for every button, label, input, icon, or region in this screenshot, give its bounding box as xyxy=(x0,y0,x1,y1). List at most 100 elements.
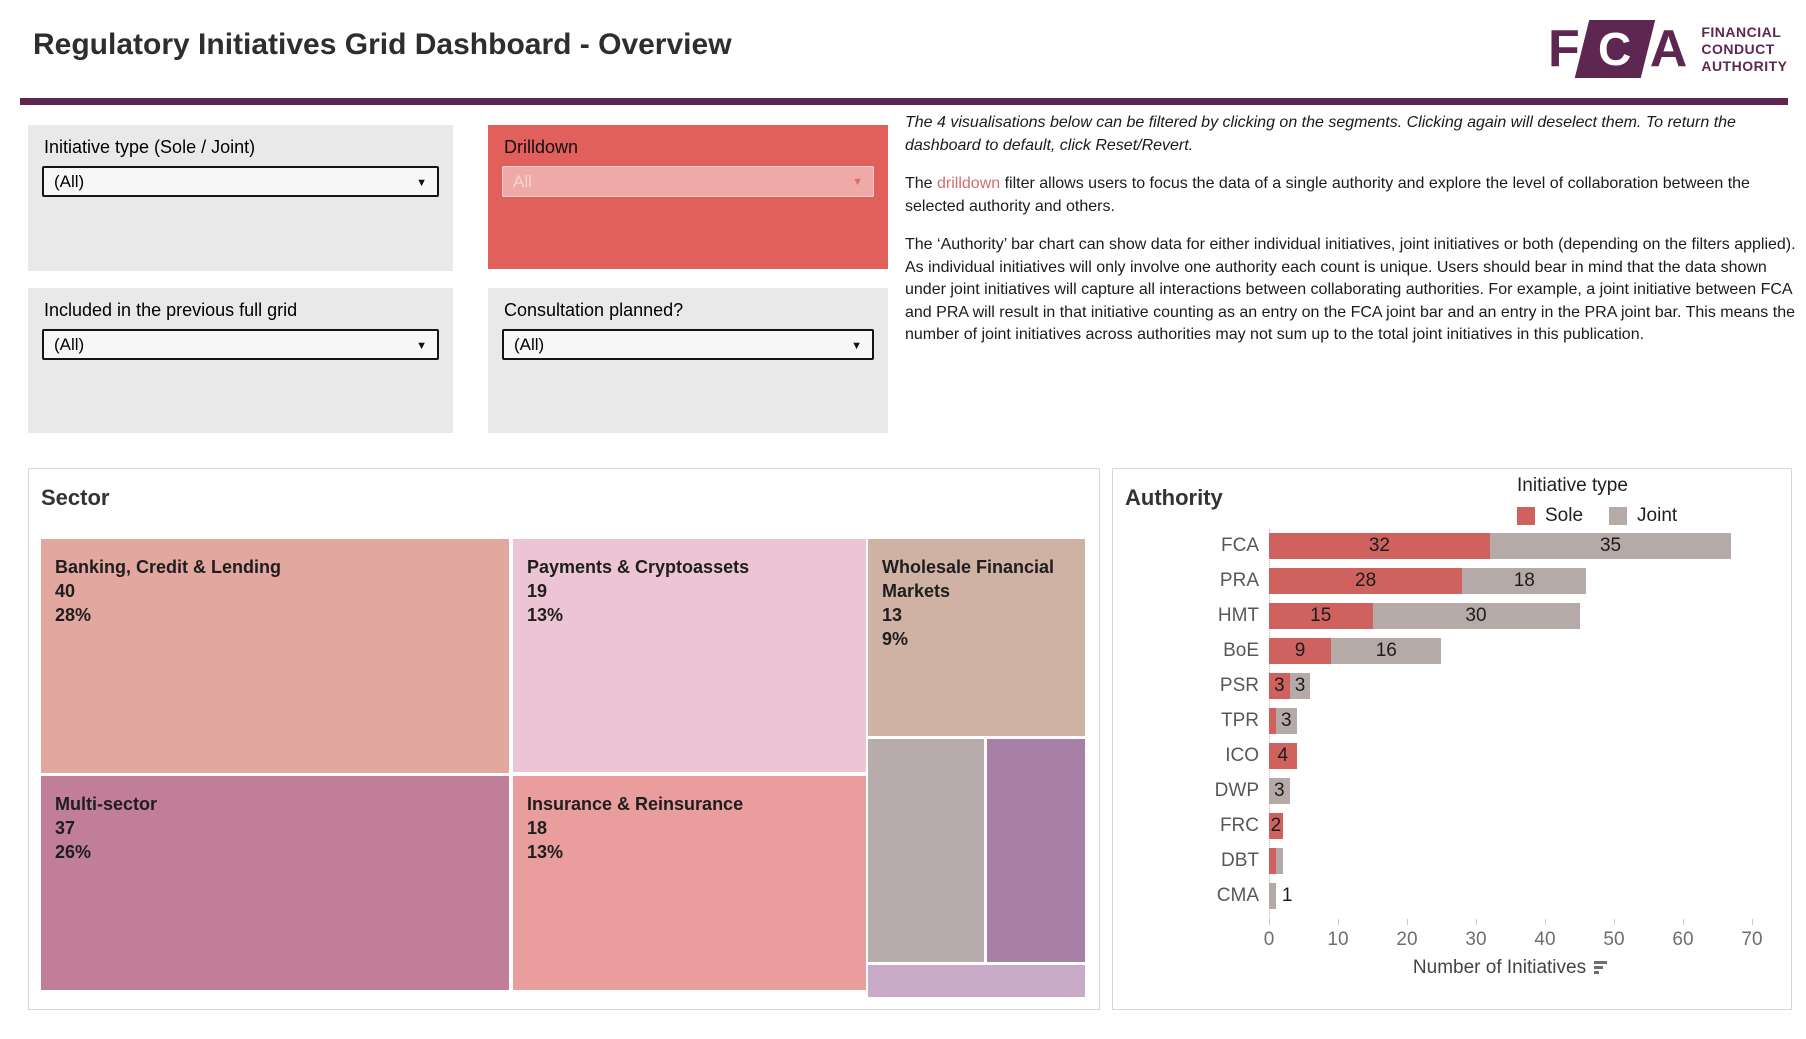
authority-label-psr: PSR xyxy=(1219,675,1259,696)
treemap-segment-payments-cryptoassets[interactable]: Payments & Cryptoassets 19 13% xyxy=(513,539,866,772)
bar-segment-joint-dbt[interactable] xyxy=(1275,848,1283,874)
bar-segment-sole-frc[interactable]: 2 xyxy=(1269,813,1283,839)
joint-swatch-icon xyxy=(1609,507,1628,525)
bar-segment-joint-dwp[interactable]: 3 xyxy=(1269,778,1290,804)
bar-value-label: 3 xyxy=(1274,780,1285,801)
info-paragraph-3: The ‘Authority’ bar chart can show data … xyxy=(905,236,1796,343)
info-paragraph-2: The drilldown filter allows users to foc… xyxy=(905,175,1750,215)
bar-segment-joint-cma[interactable] xyxy=(1269,883,1276,909)
authority-title: Authority xyxy=(1125,485,1223,510)
authority-label-frc: FRC xyxy=(1219,815,1259,836)
legend-item-joint[interactable]: Joint xyxy=(1609,505,1677,527)
filter-label: Drilldown xyxy=(504,137,579,157)
treemap-segment-wholesale-financial-markets[interactable]: Wholesale Financial Markets 13 9% xyxy=(868,539,1085,736)
x-axis-tick xyxy=(1614,919,1615,925)
segment-value: 40 xyxy=(55,581,76,601)
bar-row-frc: FRC 2 xyxy=(1113,813,1791,839)
fca-logo-wordmark: FINANCIAL CONDUCT AUTHORITY xyxy=(1701,23,1788,74)
segment-pct: 13% xyxy=(527,605,564,625)
bar-value-label: 32 xyxy=(1368,535,1390,556)
bar-value-label: 18 xyxy=(1513,570,1535,591)
authority-label-cma: CMA xyxy=(1216,885,1259,906)
bar-segment-joint-tpr[interactable]: 3 xyxy=(1275,708,1297,734)
fca-logo-f: F xyxy=(1548,20,1580,78)
authority-label-hmt: HMT xyxy=(1217,605,1259,626)
x-axis-tick xyxy=(1338,919,1339,925)
x-axis-tick xyxy=(1476,919,1477,925)
bar-value-label: 16 xyxy=(1375,640,1397,661)
bar-row-pra: PRA 28 18 xyxy=(1113,568,1791,594)
legend-item-sole[interactable]: Sole xyxy=(1517,505,1583,527)
legend-label: Joint xyxy=(1637,505,1678,526)
dropdown-arrow-icon: ▼ xyxy=(416,177,427,189)
treemap-segment-unlabeled-1[interactable] xyxy=(868,739,984,962)
segment-label: Banking, Credit & Lending xyxy=(55,557,282,577)
legend-label: Sole xyxy=(1545,505,1584,526)
bar-segment-joint-hmt[interactable]: 30 xyxy=(1372,603,1580,629)
legend-title: Initiative type xyxy=(1517,475,1628,496)
bar-value-label: 3 xyxy=(1280,710,1292,731)
bar-value-label: 28 xyxy=(1355,570,1377,591)
treemap-segment-unlabeled-3[interactable] xyxy=(868,965,1085,997)
treemap-segment-insurance-reinsurance[interactable]: Insurance & Reinsurance 18 13% xyxy=(513,776,866,990)
authority-label-pra: PRA xyxy=(1219,570,1259,591)
segment-label: Payments & Cryptoassets xyxy=(527,557,750,577)
bar-segment-sole-hmt[interactable]: 15 xyxy=(1269,603,1373,629)
bar-segment-sole-tpr[interactable] xyxy=(1269,708,1276,734)
segment-pct: 28% xyxy=(55,605,92,625)
x-axis-tick-label: 0 xyxy=(1263,929,1275,950)
bar-segment-joint-psr[interactable]: 3 xyxy=(1289,673,1311,699)
bar-segment-sole-psr[interactable]: 3 xyxy=(1269,673,1290,699)
fca-logo: F C A FINANCIAL CONDUCT AUTHORITY xyxy=(1548,18,1788,80)
fca-logo-a: A xyxy=(1649,20,1688,78)
x-axis-tick-label: 30 xyxy=(1465,929,1487,950)
page-title: Regulatory Initiatives Grid Dashboard - … xyxy=(33,28,732,61)
drilldown-select[interactable]: All ▼ xyxy=(502,166,874,197)
dropdown-arrow-icon: ▼ xyxy=(851,340,862,352)
bar-value-label: 4 xyxy=(1277,745,1289,766)
bar-value-label: 3 xyxy=(1294,675,1306,696)
bar-segment-sole-fca[interactable]: 32 xyxy=(1269,533,1490,559)
bar-segment-sole-boe[interactable]: 9 xyxy=(1269,638,1332,664)
dropdown-arrow-icon: ▼ xyxy=(852,176,863,188)
drilldown-highlight: drilldown xyxy=(937,175,1001,192)
included-previous-grid-select[interactable]: (All) ▼ xyxy=(42,329,439,360)
header-divider xyxy=(20,98,1788,105)
x-axis-title: Number of Initiatives xyxy=(1269,957,1752,979)
bar-value-label: 15 xyxy=(1310,605,1332,626)
x-axis-tick xyxy=(1683,919,1684,925)
treemap-segment-multi-sector[interactable]: Multi-sector 37 26% xyxy=(41,776,509,990)
sort-descending-icon[interactable] xyxy=(1594,961,1608,974)
filter-label: Initiative type (Sole / Joint) xyxy=(44,137,256,157)
segment-pct: 26% xyxy=(55,842,92,862)
bar-segment-sole-ico[interactable]: 4 xyxy=(1269,743,1297,769)
bar-segment-sole-pra[interactable]: 28 xyxy=(1269,568,1463,594)
sector-card: Sector Banking, Credit & Lending 40 28% … xyxy=(28,468,1100,1010)
filter-label: Included in the previous full grid xyxy=(44,300,298,320)
bar-segment-joint-boe[interactable]: 16 xyxy=(1331,638,1442,664)
segment-pct: 9% xyxy=(882,629,909,649)
x-axis-tick xyxy=(1545,919,1546,925)
bar-segment-joint-pra[interactable]: 18 xyxy=(1462,568,1587,594)
bar-segment-sole-dbt[interactable] xyxy=(1269,848,1276,874)
authority-label-tpr: TPR xyxy=(1221,710,1259,731)
treemap-segment-banking-credit-lending[interactable]: Banking, Credit & Lending 40 28% xyxy=(41,539,509,773)
bar-row-fca: FCA 32 35 xyxy=(1113,533,1791,559)
x-axis-tick-label: 20 xyxy=(1396,929,1418,950)
bar-row-psr: PSR 3 3 xyxy=(1113,673,1791,699)
filter-label: Consultation planned? xyxy=(504,300,684,320)
x-axis-tick-label: 40 xyxy=(1534,929,1556,950)
x-axis-tick xyxy=(1407,919,1408,925)
x-axis-tick-label: 60 xyxy=(1672,929,1694,950)
segment-value: 37 xyxy=(55,818,76,838)
bar-value-label: 2 xyxy=(1270,815,1282,836)
treemap-segment-unlabeled-2[interactable] xyxy=(987,739,1085,962)
x-axis-tick-label: 10 xyxy=(1327,929,1349,950)
consultation-planned-select[interactable]: (All) ▼ xyxy=(502,329,874,360)
initiative-type-select[interactable]: (All) ▼ xyxy=(42,166,439,197)
bar-value-label: 1 xyxy=(1281,885,1293,906)
bar-row-cma: CMA 1 xyxy=(1113,883,1791,909)
bar-segment-joint-fca[interactable]: 35 xyxy=(1489,533,1732,559)
segment-pct: 13% xyxy=(527,842,564,862)
segment-label: Wholesale Financial Markets xyxy=(882,557,1055,601)
